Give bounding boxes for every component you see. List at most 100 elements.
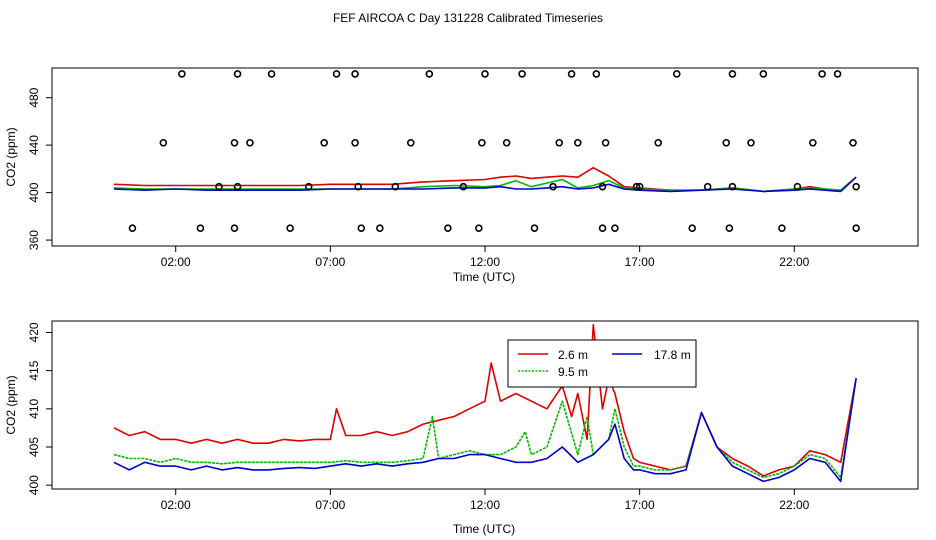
- top-scatter-point: [654, 138, 663, 147]
- top-scatter-point: [425, 70, 434, 78]
- top-scatter-point: [230, 138, 239, 147]
- top-y-tick-label: 360: [27, 230, 41, 250]
- top-scatter-point: [357, 224, 366, 232]
- top-scatter-point: [672, 70, 681, 78]
- top-scatter-point: [793, 182, 802, 191]
- bottom-x-tick-label: 22:00: [779, 498, 809, 512]
- top-scatter-point: [475, 224, 483, 232]
- top-x-axis-label: Time (UTC): [453, 270, 515, 284]
- top-scatter-point: [351, 138, 359, 147]
- top-scatter-point: [567, 70, 576, 78]
- top-scatter-point: [611, 224, 619, 232]
- top-x-tick-label: 02:00: [161, 255, 191, 269]
- legend-label-17.8m: 17.8 m: [654, 348, 691, 362]
- top-scatter-point: [502, 138, 511, 147]
- bottom-x-tick-label: 02:00: [161, 498, 191, 512]
- top-series-line-2: [113, 176, 857, 193]
- legend-label-9.5m: 9.5 m: [558, 365, 588, 379]
- top-scatter-point: [178, 70, 186, 78]
- bottom-x-tick-label: 17:00: [625, 498, 655, 512]
- top-scatter-point: [286, 224, 294, 232]
- top-scatter-point: [809, 138, 817, 147]
- top-scatter-point: [725, 224, 734, 232]
- top-scatter-point: [818, 70, 826, 78]
- bottom-y-axis-label: CO2 (ppm): [4, 375, 18, 434]
- top-scatter-point: [592, 70, 601, 78]
- top-y-tick-label: 400: [27, 182, 41, 202]
- top-y-tick-label: 480: [27, 87, 41, 107]
- top-scatter-points: [128, 70, 860, 232]
- top-scatter-point: [747, 138, 755, 147]
- top-scatter-point: [233, 182, 242, 191]
- bottom-series-lines: [113, 323, 857, 483]
- top-scatter-point: [230, 224, 239, 232]
- top-scatter-point: [391, 182, 400, 191]
- bottom-y-tick-label: 410: [27, 398, 41, 418]
- top-y-tick-label: 440: [27, 135, 41, 155]
- top-scatter-point: [320, 138, 328, 147]
- top-scatter-point: [703, 182, 712, 191]
- bottom-y-tick-label: 420: [27, 322, 41, 342]
- top-scatter-point: [481, 70, 489, 78]
- bottom-series-line-2: [113, 378, 857, 483]
- top-scatter-point: [728, 70, 737, 78]
- top-scatter-point: [778, 224, 786, 232]
- top-scatter-point: [635, 182, 644, 191]
- top-scatter-point: [530, 224, 539, 232]
- top-scatter-point: [376, 224, 384, 232]
- top-scatter-point: [722, 138, 731, 147]
- top-scatter-point: [555, 138, 564, 147]
- top-plot-frame: [51, 67, 919, 247]
- top-scatter-point: [573, 138, 582, 147]
- top-scatter-point: [728, 182, 737, 191]
- bottom-series-line-0: [113, 323, 857, 477]
- bottom-axis-ticks: 02:00 07:00 12:00 17:00 22:00 400 405 410 415 420: [27, 322, 810, 512]
- top-scatter-point: [478, 138, 486, 147]
- top-scatter-point: [444, 224, 452, 232]
- bottom-x-tick-label: 07:00: [315, 498, 345, 512]
- top-scatter-point: [598, 224, 607, 232]
- top-scatter-point: [852, 224, 860, 232]
- bottom-x-axis-label: Time (UTC): [453, 522, 515, 536]
- top-scatter-point: [267, 70, 276, 78]
- top-scatter-point: [406, 138, 415, 147]
- top-scatter-point: [215, 182, 223, 191]
- bottom-y-tick-label: 400: [27, 475, 41, 495]
- bottom-plot-frame: [51, 320, 919, 490]
- bottom-y-tick-label: 415: [27, 360, 41, 380]
- figure-title: FEF AIRCOA C Day 131228 Calibrated Times…: [333, 11, 603, 25]
- bottom-plot-panel: 02:00 07:00 12:00 17:00 22:00 400 405 410 415 420…: [4, 320, 919, 536]
- top-scatter-point: [598, 182, 607, 191]
- legend-box: [507, 339, 697, 388]
- top-x-tick-label: 17:00: [625, 255, 655, 269]
- legend: 2.6 m 17.8 m 9.5 m: [507, 339, 697, 388]
- bottom-series-line-1: [113, 378, 857, 479]
- top-scatter-point: [128, 224, 137, 232]
- top-x-tick-label: 12:00: [470, 255, 500, 269]
- top-axis-ticks: 02:00 07:00 12:00 17:00 22:00 360 400 440 480: [27, 87, 810, 269]
- bottom-x-tick-label: 12:00: [470, 498, 500, 512]
- top-scatter-point: [601, 138, 610, 147]
- top-scatter-point: [759, 70, 768, 78]
- top-y-axis-label: CO2 (ppm): [4, 127, 18, 186]
- top-scatter-point: [196, 224, 205, 232]
- top-x-tick-label: 22:00: [779, 255, 809, 269]
- top-scatter-point: [354, 182, 362, 191]
- top-x-tick-label: 07:00: [315, 255, 345, 269]
- top-scatter-point: [849, 138, 857, 147]
- top-scatter-point: [459, 182, 468, 191]
- top-scatter-point: [549, 182, 557, 191]
- top-scatter-point: [833, 70, 842, 78]
- bottom-y-tick-label: 405: [27, 437, 41, 457]
- top-scatter-point: [246, 138, 254, 147]
- top-scatter-point: [632, 182, 641, 191]
- top-scatter-point: [233, 70, 242, 78]
- top-scatter-point: [518, 70, 526, 78]
- top-scatter-point: [688, 224, 697, 232]
- top-plot-panel: 02:00 07:00 12:00 17:00 22:00 360 400 440 480 Ti…: [4, 67, 919, 284]
- top-scatter-point: [351, 70, 359, 78]
- top-scatter-point: [332, 70, 341, 78]
- top-scatter-point: [159, 138, 168, 147]
- top-scatter-point: [852, 182, 860, 191]
